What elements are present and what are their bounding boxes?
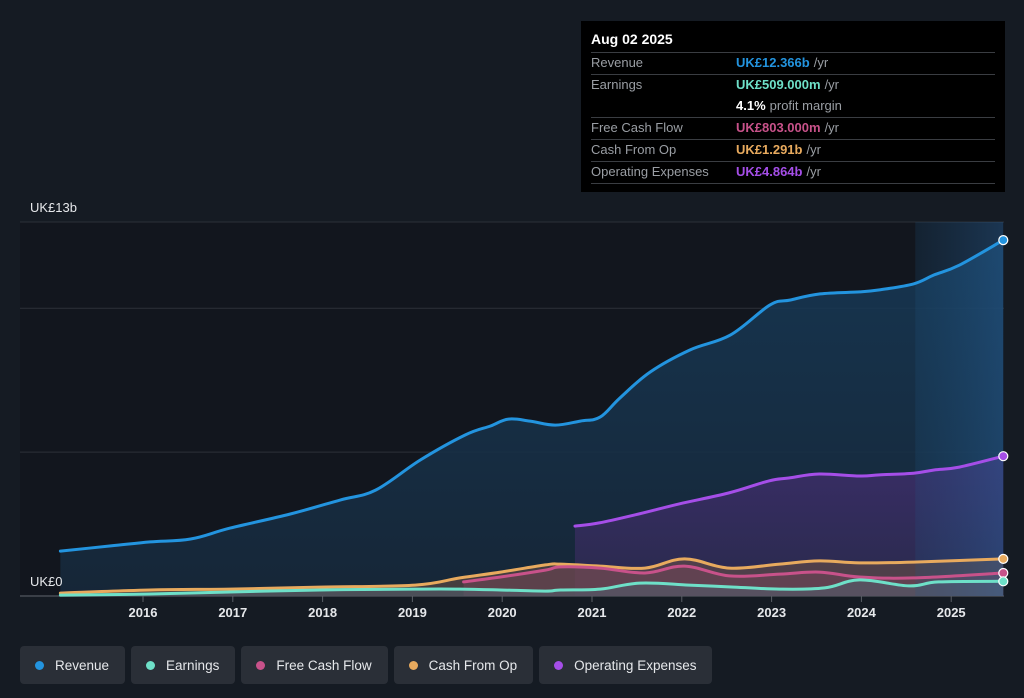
legend-dot-icon	[35, 660, 44, 670]
legend-item-free-cash-flow[interactable]: Free Cash Flow	[241, 646, 388, 684]
tooltip-unit: /yr	[824, 77, 840, 92]
tooltip-row-fcf: Free Cash Flow UK£803.000m /yr	[591, 117, 995, 139]
x-tick-label: 2024	[847, 605, 877, 620]
legend-item-cash-from-op[interactable]: Cash From Op	[393, 646, 534, 684]
x-tick-label: 2020	[488, 605, 517, 620]
tooltip: Aug 02 2025 Revenue UK£12.366b /yr Earni…	[581, 21, 1005, 192]
line-revenue	[58, 238, 1005, 553]
x-tick-label: 2021	[578, 605, 607, 620]
legend-label: Earnings	[166, 657, 220, 673]
tooltip-unit: /yr	[806, 164, 821, 179]
tooltip-label: Earnings	[591, 77, 643, 92]
x-tick-label: 2016	[129, 605, 158, 620]
y-axis-label-max: UK£13b	[30, 200, 77, 215]
x-tick-label: 2019	[398, 605, 427, 620]
x-tick-label: 2017	[218, 605, 247, 620]
tooltip-value: 4.1%	[736, 98, 766, 113]
tooltip-label	[591, 96, 736, 117]
chart: 2016 2017 2018 2019 2020 2021 2022 2023 2024 2025…	[20, 200, 1009, 620]
legend-label: Operating Expenses	[574, 657, 697, 673]
tooltip-value: UK£509.000m	[736, 77, 821, 92]
tooltip-value: UK£4.864b	[736, 164, 803, 179]
series-lines	[58, 238, 1005, 597]
tooltip-value: UK£1.291b	[736, 142, 803, 157]
legend-dot-icon	[256, 660, 266, 670]
line-free-cash-flow	[462, 564, 1005, 584]
tooltip-unit: /yr	[806, 142, 821, 157]
tooltip-value: UK£12.366b	[736, 55, 810, 70]
legend-label: Free Cash Flow	[276, 657, 372, 673]
tooltip-row-profit-margin: 4.1% profit margin	[591, 96, 995, 117]
legend: Revenue Earnings Free Cash Flow Cash Fro…	[20, 646, 713, 684]
legend-dot-icon	[408, 660, 418, 670]
line-earnings	[58, 578, 1005, 597]
tooltip-row-opex: Operating Expenses UK£4.864b /yr	[591, 161, 995, 184]
tooltip-value: UK£803.000m	[736, 120, 821, 135]
tooltip-unit: profit margin	[769, 98, 842, 113]
endpoint-revenue[interactable]	[998, 235, 1009, 246]
tooltip-label: Cash From Op	[591, 142, 677, 157]
legend-dot-icon	[146, 660, 156, 670]
tooltip-row-earnings: Earnings UK£509.000m /yr	[591, 74, 995, 96]
tooltip-unit: /yr	[824, 120, 840, 135]
legend-label: Revenue	[55, 657, 110, 673]
line-cash-from-op	[58, 557, 1005, 595]
endpoint-cash-from-op[interactable]	[998, 553, 1009, 564]
tooltip-label: Free Cash Flow	[591, 120, 683, 135]
legend-item-earnings[interactable]: Earnings	[131, 646, 236, 684]
x-tick-label: 2022	[667, 605, 696, 620]
endpoint-operating-expenses[interactable]	[998, 451, 1009, 462]
x-tick-label: 2018	[308, 605, 337, 620]
x-tick-label: 2023	[757, 605, 786, 620]
tooltip-label: Revenue	[591, 55, 644, 70]
legend-dot-icon	[554, 660, 564, 670]
legend-label: Cash From Op	[428, 657, 518, 673]
series-endpoints	[998, 235, 1009, 587]
tooltip-unit: /yr	[813, 55, 829, 70]
x-tick-label: 2025	[937, 605, 966, 620]
x-axis: 2016 2017 2018 2019 2020 2021 2022 2023 2024 2025	[129, 596, 966, 620]
tooltip-row-cfo: Cash From Op UK£1.291b /yr	[591, 139, 995, 161]
endpoint-free-cash-flow[interactable]	[998, 567, 1009, 579]
y-axis-label-zero: UK£0	[30, 574, 63, 589]
area-cash-from-op	[60, 558, 1004, 596]
line-operating-expenses	[573, 454, 1005, 528]
highlight-band	[915, 222, 1004, 596]
tooltip-row-revenue: Revenue UK£12.366b /yr	[591, 52, 995, 74]
legend-item-revenue[interactable]: Revenue	[20, 646, 126, 684]
endpoint-earnings[interactable]	[998, 576, 1009, 587]
tooltip-date: Aug 02 2025	[591, 31, 673, 47]
tooltip-label: Operating Expenses	[591, 164, 709, 179]
legend-item-operating-expenses[interactable]: Operating Expenses	[539, 646, 713, 684]
